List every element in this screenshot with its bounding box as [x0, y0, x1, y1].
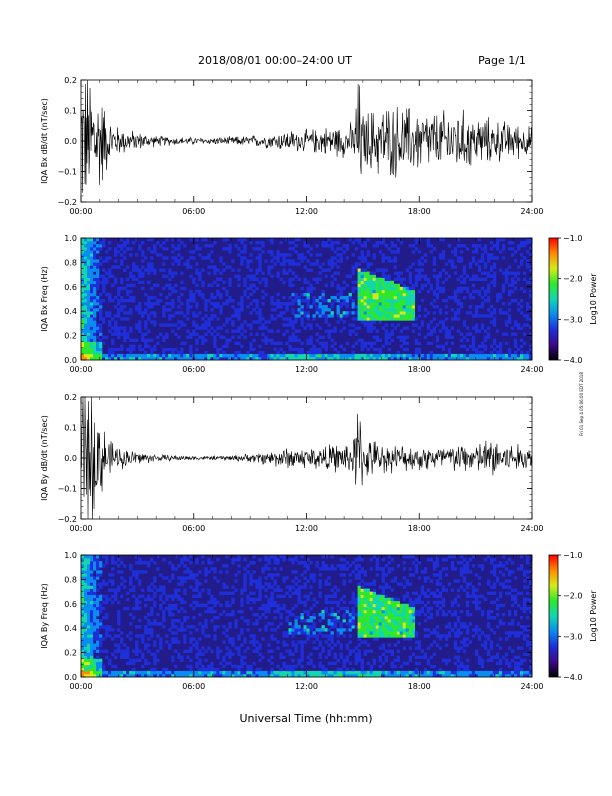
x-tick-label: 12:00: [295, 524, 318, 533]
x-tick-label: 24:00: [520, 682, 543, 691]
x-tick-label: 00:00: [69, 365, 92, 374]
x-tick-label: 06:00: [182, 365, 205, 374]
x-tick-label: 24:00: [520, 365, 543, 374]
y-tick-label: 0.4: [64, 307, 77, 316]
x-axis-label: Universal Time (hh:mm): [240, 712, 373, 725]
panel-2: −1.0 −2.0 −3.0 −4.0 Log10 Power 1.0 0.8 0.6 0.4 0…: [40, 234, 598, 374]
y-tick-label: 0.0: [64, 454, 77, 463]
panel-4: −1.0 −2.0 −3.0 −4.0 Log10 Power 1.0 0.8 0.6 0.4 0…: [40, 551, 598, 691]
y-tick-label: 0.0: [64, 673, 77, 682]
x-tick-label: 24:00: [520, 524, 543, 533]
colorbar-tick-label: −4.0: [563, 673, 582, 682]
y-axis-label: IQA By dB/dt (nT/sec): [40, 415, 49, 501]
y-tick-label: 0.2: [64, 393, 77, 402]
y-tick-label: 0.8: [64, 575, 77, 584]
x-tick-label: 12:00: [295, 682, 318, 691]
y-tick-label: 1.0: [64, 551, 77, 560]
x-tick-label: 00:00: [69, 682, 92, 691]
waveform-line: [81, 397, 532, 519]
x-tick-label: 00:00: [69, 207, 92, 216]
y-tick-label: −0.2: [58, 198, 77, 207]
waveform-line: [81, 80, 532, 193]
colorbar: [549, 238, 558, 360]
y-tick-label: 0.8: [64, 258, 77, 267]
plot-title: 2018/08/01 00:00–24:00 UT: [198, 54, 352, 67]
x-tick-label: 18:00: [408, 365, 431, 374]
y-tick-label: −0.1: [58, 485, 77, 494]
y-tick-label: 0.1: [64, 107, 77, 116]
y-tick-label: 0.2: [64, 649, 77, 658]
colorbar-tick-label: −1.0: [563, 234, 582, 243]
colorbar-tick-label: −2.0: [563, 592, 582, 601]
y-tick-label: 0.6: [64, 283, 77, 292]
colorbar-tick-label: −3.0: [563, 315, 582, 324]
y-tick-label: 0.1: [64, 424, 77, 433]
colorbar-label: Log10 Power: [589, 590, 598, 642]
y-axis-label: IQA Bx Freq (Hz): [40, 266, 49, 332]
side-note: Fri 01 Sep 4 05:06:00 EDT 2018: [579, 372, 584, 436]
colorbar-tick-label: −2.0: [563, 275, 582, 284]
x-tick-label: 24:00: [520, 207, 543, 216]
colorbar: [549, 555, 558, 677]
panel-3: 0.2 0.1 0.0 −0.1 −0.200:00 06:00 12:00 18:00 24:…: [40, 393, 544, 533]
y-tick-label: −0.2: [58, 515, 77, 524]
page-number: Page 1/1: [478, 54, 526, 67]
y-tick-label: 0.6: [64, 600, 77, 609]
y-axis-label: IQA Bx dB/dt (nT/sec): [40, 98, 49, 184]
y-tick-label: 0.0: [64, 137, 77, 146]
y-tick-label: 0.2: [64, 76, 77, 85]
y-axis-label: IQA By Freq (Hz): [40, 583, 49, 649]
colorbar-tick-label: −1.0: [563, 551, 582, 560]
colorbar-tick-label: −3.0: [563, 632, 582, 641]
colorbar-label: Log10 Power: [589, 273, 598, 325]
colorbar-tick-label: −4.0: [563, 356, 582, 365]
x-tick-label: 18:00: [408, 207, 431, 216]
x-tick-label: 06:00: [182, 207, 205, 216]
x-tick-label: 12:00: [295, 365, 318, 374]
x-tick-label: 12:00: [295, 207, 318, 216]
x-tick-label: 06:00: [182, 524, 205, 533]
y-tick-label: −0.1: [58, 168, 77, 177]
y-tick-label: 0.2: [64, 332, 77, 341]
x-tick-label: 18:00: [408, 524, 431, 533]
x-tick-label: 06:00: [182, 682, 205, 691]
x-tick-label: 00:00: [69, 524, 92, 533]
panel-1: 0.2 0.1 0.0 −0.1 −0.200:00 06:00 12:00 18:00 24:…: [40, 76, 544, 216]
x-tick-label: 18:00: [408, 682, 431, 691]
y-tick-label: 1.0: [64, 234, 77, 243]
y-tick-label: 0.0: [64, 356, 77, 365]
y-tick-label: 0.4: [64, 624, 77, 633]
